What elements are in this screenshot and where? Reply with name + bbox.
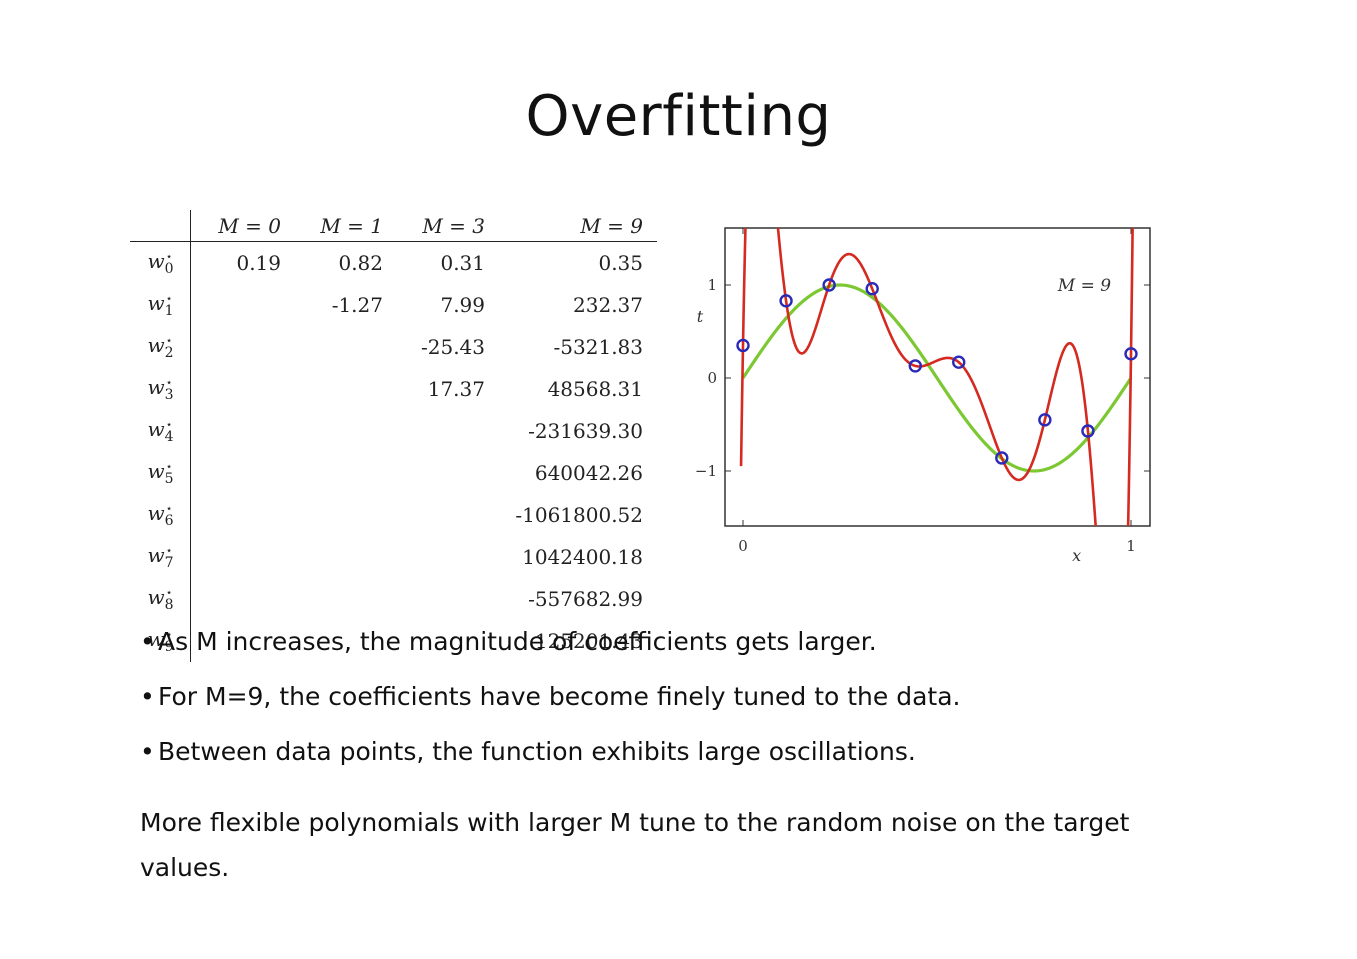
- bullet-list: • As M increases, the magnitude of coeffi…: [140, 622, 1240, 787]
- bullet-item: • Between data points, the function exhib…: [140, 732, 1240, 787]
- data-point: [736, 338, 750, 353]
- summary-text: More flexible polynomials with larger M …: [140, 808, 1130, 882]
- table-cell: 7.99: [440, 293, 485, 317]
- table-cell: 0.19: [236, 251, 281, 275]
- data-point: [908, 359, 922, 373]
- row-label: w7⋆: [130, 536, 191, 578]
- row-label: w6⋆: [130, 494, 191, 536]
- table-cell: [383, 452, 485, 494]
- row-label: w8⋆: [130, 578, 191, 620]
- table-row: w3⋆ 17.37 48568.31: [130, 368, 657, 410]
- table-cell: [281, 368, 383, 410]
- table-cell: 17.37: [427, 377, 485, 401]
- table-cell: [191, 284, 282, 326]
- y-axis-label: t: [697, 307, 704, 326]
- table-cell: 1042400.18: [522, 545, 643, 569]
- data-point: [1081, 424, 1095, 438]
- model-order-annotation: M = 9: [1057, 276, 1111, 296]
- row-label: w0⋆: [130, 241, 191, 284]
- bullet-text: For M=9, the coefficients have become fi…: [158, 682, 961, 711]
- table-cell: [281, 452, 383, 494]
- y-tick-label: 0: [707, 369, 717, 387]
- table-cell: [191, 368, 282, 410]
- table-cell: [191, 494, 282, 536]
- table-cell: 48568.31: [547, 377, 643, 401]
- table-row: w0⋆ 0.19 0.82 0.31 0.35: [130, 241, 657, 284]
- table-cell: [383, 578, 485, 620]
- plot-frame: [724, 227, 1151, 527]
- bullet-item: • For M=9, the coefficients have become f…: [140, 677, 1240, 732]
- bullet-dot: •: [140, 627, 155, 656]
- table-row: w2⋆ -25.43 -5321.83: [130, 326, 657, 368]
- slide-title: Overfitting: [525, 84, 832, 149]
- bullet-item: • As M increases, the magnitude of coeffi…: [140, 622, 1240, 677]
- table-row: w1⋆ -1.27 7.99 232.37: [130, 284, 657, 326]
- col-header-m1: M = 1: [281, 210, 383, 242]
- table-cell: [281, 578, 383, 620]
- table-row: w4⋆ -231639.30: [130, 410, 657, 452]
- table-corner: [130, 210, 191, 242]
- table-row: w8⋆ -557682.99: [130, 578, 657, 620]
- bullet-dot: •: [140, 737, 155, 766]
- row-label: w9⋆: [130, 620, 191, 662]
- data-point: [822, 278, 836, 292]
- row-label: w3⋆: [130, 368, 191, 410]
- true-function-curve: [741, 283, 1133, 473]
- table-cell: [281, 536, 383, 578]
- y-tick-label: −1: [695, 462, 717, 480]
- y-tick-label: 1: [707, 276, 717, 294]
- table-cell: -5321.83: [553, 335, 643, 359]
- row-label: w2⋆: [130, 326, 191, 368]
- row-label: w4⋆: [130, 410, 191, 452]
- table-cell: [281, 326, 383, 368]
- table-cell: [191, 452, 282, 494]
- table-cell: -25.43: [420, 335, 485, 359]
- col-header-m3: M = 3: [383, 210, 485, 242]
- table-cell: [383, 494, 485, 536]
- x-tick-label: 1: [1126, 537, 1136, 555]
- table-cell: [191, 536, 282, 578]
- data-point: [865, 282, 879, 296]
- data-point: [779, 294, 793, 308]
- table-cell: [383, 536, 485, 578]
- data-point: [952, 355, 966, 369]
- table-cell: -231639.30: [528, 419, 643, 443]
- table-cell: [191, 578, 282, 620]
- table-row: w9⋆ 125201.43: [130, 620, 657, 662]
- table-cell: [281, 410, 383, 452]
- data-point: [995, 451, 1009, 465]
- table-cell: -1.27: [331, 293, 383, 317]
- data-point: [1124, 347, 1138, 361]
- table-cell: 640042.26: [534, 461, 643, 485]
- row-label: w5⋆: [130, 452, 191, 494]
- table-cell: 0.35: [598, 251, 643, 275]
- col-header-m9: M = 9: [485, 210, 657, 242]
- row-label: w1⋆: [130, 284, 191, 326]
- table-cell: -1061800.52: [515, 503, 643, 527]
- col-header-m0: M = 0: [190, 210, 281, 242]
- table-cell: 0.82: [338, 251, 383, 275]
- table-row: w7⋆ 1042400.18: [130, 536, 657, 578]
- plot-svg: 0 1 1 0 −1 x t M = 9: [695, 227, 1151, 565]
- m9-fit-plot: 0 1 1 0 −1 x t M = 9: [690, 220, 1170, 570]
- table-cell: [191, 410, 282, 452]
- table-row: w6⋆ -1061800.52: [130, 494, 657, 536]
- bullet-text: As M increases, the magnitude of coeffic…: [158, 627, 877, 656]
- table-cell: [191, 326, 282, 368]
- table-cell: -557682.99: [528, 587, 643, 611]
- data-point: [1038, 413, 1052, 427]
- bullet-text: Between data points, the function exhibi…: [158, 737, 916, 766]
- table-cell: [383, 410, 485, 452]
- x-tick-label: 0: [738, 537, 748, 555]
- coefficient-table: M = 0 M = 1 M = 3 M = 9 w0⋆ 0.19 0.82 0.31 0…: [130, 210, 657, 662]
- table-header-row: M = 0 M = 1 M = 3 M = 9: [130, 210, 657, 242]
- x-axis-label: x: [1072, 546, 1081, 565]
- table-cell: 232.37: [573, 293, 643, 317]
- fitted-polynomial-curve: [739, 228, 1134, 526]
- bullet-dot: •: [140, 682, 155, 711]
- table-cell: 125201.43: [534, 629, 643, 653]
- table-row: w5⋆ 640042.26: [130, 452, 657, 494]
- table-cell: [281, 494, 383, 536]
- table-cell: 0.31: [440, 251, 485, 275]
